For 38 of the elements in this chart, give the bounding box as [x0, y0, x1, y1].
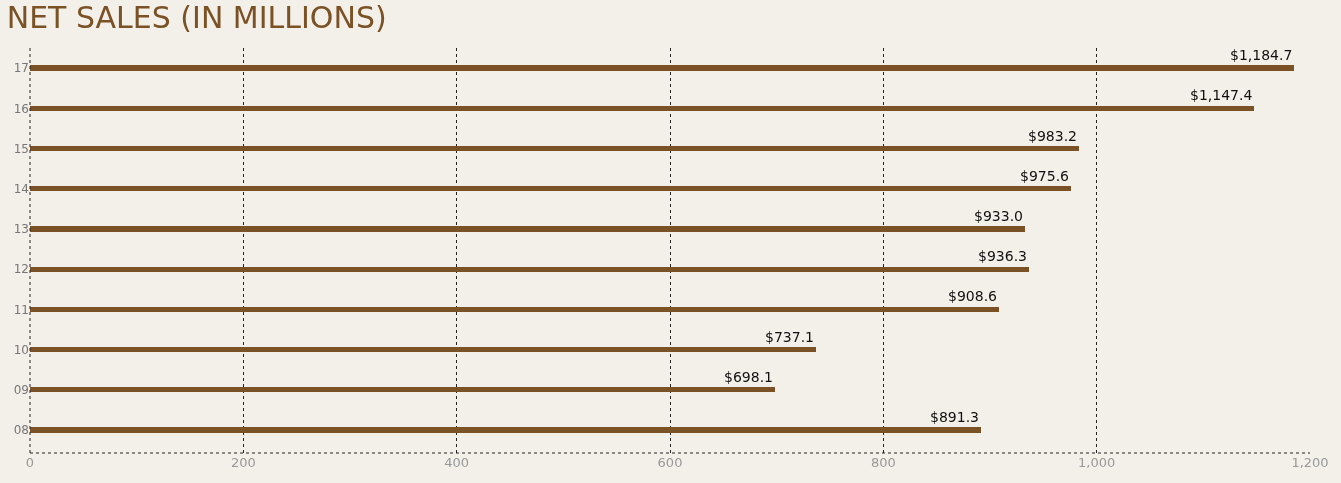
data-label: $891.3 — [930, 409, 979, 425]
y-tick-label: 16 — [13, 101, 29, 116]
x-tick-label: 400 — [444, 455, 470, 470]
x-tick-label: 1,200 — [1291, 455, 1329, 470]
bar — [30, 347, 816, 352]
x-tick-label: 200 — [230, 455, 256, 470]
data-label: $936.3 — [978, 248, 1027, 264]
x-tick-label: 800 — [870, 455, 896, 470]
data-label: $1,184.7 — [1230, 47, 1293, 63]
y-tick-label: 12 — [13, 262, 29, 277]
y-tick-label: 15 — [13, 141, 29, 156]
x-tick-label: 1,000 — [1078, 455, 1116, 470]
bar — [30, 427, 981, 433]
bar — [30, 106, 1254, 111]
data-label: $1,147.4 — [1190, 87, 1253, 103]
y-tick-label: 17 — [13, 61, 29, 76]
bar — [30, 65, 1294, 71]
bar — [30, 186, 1071, 191]
y-tick-label: 13 — [13, 222, 29, 237]
x-tick-label: 600 — [657, 455, 683, 470]
bar — [30, 267, 1029, 272]
data-label: $983.2 — [1028, 128, 1077, 144]
data-label: $975.6 — [1020, 168, 1070, 184]
x-tick-label: 0 — [25, 455, 35, 470]
data-label: $908.6 — [948, 288, 998, 304]
chart-title: NET SALES (IN MILLIONS) — [6, 0, 387, 36]
y-tick-label: 14 — [13, 181, 29, 196]
data-label: $933.0 — [974, 208, 1023, 224]
bar — [30, 307, 999, 312]
y-tick-label: 11 — [13, 302, 29, 317]
y-tick-label: 10 — [13, 342, 29, 357]
data-label: $737.1 — [765, 329, 814, 345]
y-tick-label: 09 — [13, 382, 29, 397]
bar — [30, 146, 1079, 151]
y-tick-label: 08 — [13, 423, 29, 438]
bar — [30, 226, 1025, 232]
bar — [30, 387, 775, 392]
data-label: $698.1 — [724, 369, 773, 385]
